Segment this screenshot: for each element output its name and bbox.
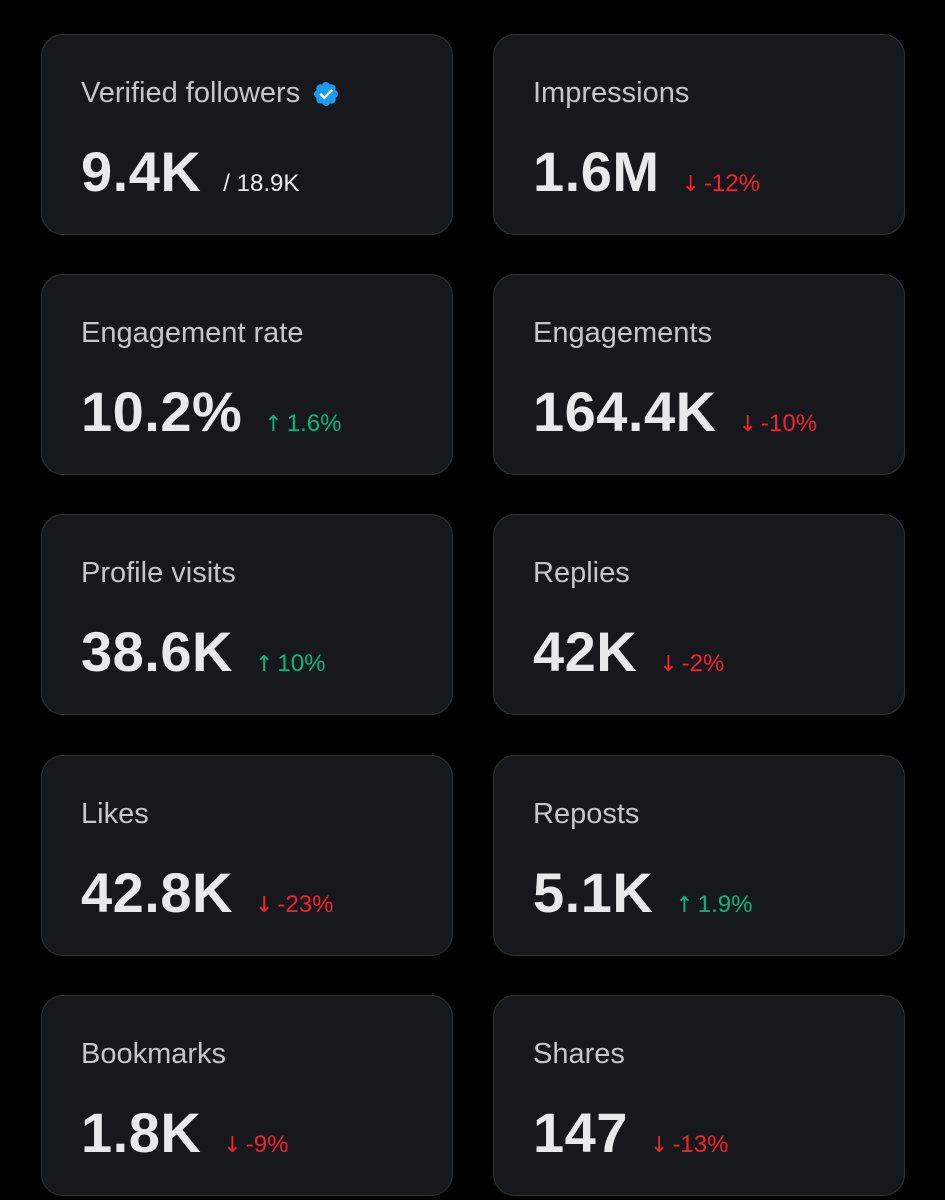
metric-card-reposts[interactable]: Reposts 5.1K ↑ 1.9%	[493, 755, 905, 956]
arrow-up-icon: ↑	[254, 652, 274, 677]
metric-value: 147	[533, 1101, 628, 1164]
metric-label: Verified followers	[81, 75, 340, 111]
metric-value: 1.6M	[533, 140, 660, 203]
metric-card-engagements[interactable]: Engagements 164.4K ↓ -10%	[493, 274, 905, 475]
verified-badge-icon	[314, 82, 339, 106]
arrow-down-icon: ↓	[681, 172, 700, 197]
metric-value: 38.6K	[81, 620, 233, 683]
metric-card-likes[interactable]: Likes 42.8K ↓ -23%	[41, 755, 453, 956]
metric-change-value: -9%	[245, 1131, 289, 1158]
metric-value-row: 1.8K ↓ -9%	[81, 1101, 288, 1165]
metric-label: Reposts	[533, 798, 640, 830]
arrow-down-icon: ↓	[659, 652, 678, 677]
metric-label: Engagements	[533, 317, 712, 349]
metric-value: 5.1K	[533, 861, 654, 924]
arrow-down-icon: ↓	[223, 1133, 242, 1158]
metric-value-row: 1.6M ↓ -12%	[533, 140, 760, 204]
arrow-up-icon: ↑	[264, 412, 283, 437]
metric-change-value: -23%	[277, 891, 334, 918]
metric-value-row: 9.4K / 18.9K	[81, 140, 299, 204]
metric-value-row: 147 ↓ -13%	[533, 1101, 728, 1165]
metric-card-profile-visits[interactable]: Profile visits 38.6K ↑ 10%	[41, 514, 453, 715]
metric-card-verified-followers[interactable]: Verified followers 9.4K / 18.9K	[41, 34, 453, 235]
metric-label: Impressions	[533, 77, 690, 109]
metric-card-bookmarks[interactable]: Bookmarks 1.8K ↓ -9%	[41, 995, 453, 1196]
metric-label: Bookmarks	[81, 1038, 227, 1070]
metric-change: ↓ -2%	[659, 650, 724, 678]
metric-change-value: 1.6%	[286, 410, 342, 437]
metric-change-value: 10%	[277, 650, 326, 677]
metric-label: Shares	[533, 1038, 625, 1070]
metric-value-row: 5.1K ↑ 1.9%	[533, 861, 752, 925]
metric-value: 42.8K	[81, 861, 233, 924]
metric-value: 42K	[533, 620, 638, 683]
metric-label: Likes	[81, 798, 149, 830]
metric-value-row: 42.8K ↓ -23%	[81, 861, 333, 925]
metric-change: ↑ 1.9%	[675, 891, 752, 919]
metric-label-text: Verified followers	[81, 77, 301, 109]
metric-change: ↑ 1.6%	[264, 410, 341, 438]
metric-card-shares[interactable]: Shares 147 ↓ -13%	[493, 995, 905, 1196]
metric-label: Replies	[533, 557, 630, 589]
metric-card-impressions[interactable]: Impressions 1.6M ↓ -12%	[493, 34, 905, 235]
metric-change: ↑ 10%	[255, 650, 325, 678]
metric-value-row: 10.2% ↑ 1.6%	[81, 380, 341, 444]
metric-change-value: -10%	[761, 410, 818, 437]
metric-total: / 18.9K	[223, 170, 300, 197]
metric-value: 164.4K	[533, 380, 717, 443]
metric-value-row: 38.6K ↑ 10%	[81, 620, 325, 684]
metric-card-replies[interactable]: Replies 42K ↓ -2%	[493, 514, 905, 715]
metric-change-value: -12%	[703, 170, 760, 197]
metric-change-value: -13%	[672, 1131, 729, 1158]
metric-value-row: 42K ↓ -2%	[533, 620, 724, 684]
metric-change-value: -2%	[681, 650, 725, 677]
metric-change: ↓ -12%	[682, 170, 760, 198]
arrow-down-icon: ↓	[738, 412, 758, 437]
metric-card-engagement-rate[interactable]: Engagement rate 10.2% ↑ 1.6%	[41, 274, 453, 475]
metric-value: 1.8K	[81, 1101, 202, 1164]
metric-change-value: 1.9%	[697, 891, 753, 918]
arrow-down-icon: ↓	[649, 1133, 669, 1158]
metric-change: ↓ -13%	[650, 1131, 728, 1159]
metric-change: ↓ -10%	[739, 410, 817, 438]
metric-label: Profile visits	[81, 557, 236, 589]
arrow-up-icon: ↑	[675, 893, 694, 918]
metric-change: ↓ -9%	[223, 1131, 288, 1159]
metric-label: Engagement rate	[81, 317, 304, 349]
metric-value: 9.4K	[81, 140, 202, 203]
metric-change: ↓ -23%	[255, 891, 333, 919]
metric-value: 10.2%	[81, 380, 243, 443]
arrow-down-icon: ↓	[254, 893, 274, 918]
metric-value-row: 164.4K ↓ -10%	[533, 380, 817, 444]
